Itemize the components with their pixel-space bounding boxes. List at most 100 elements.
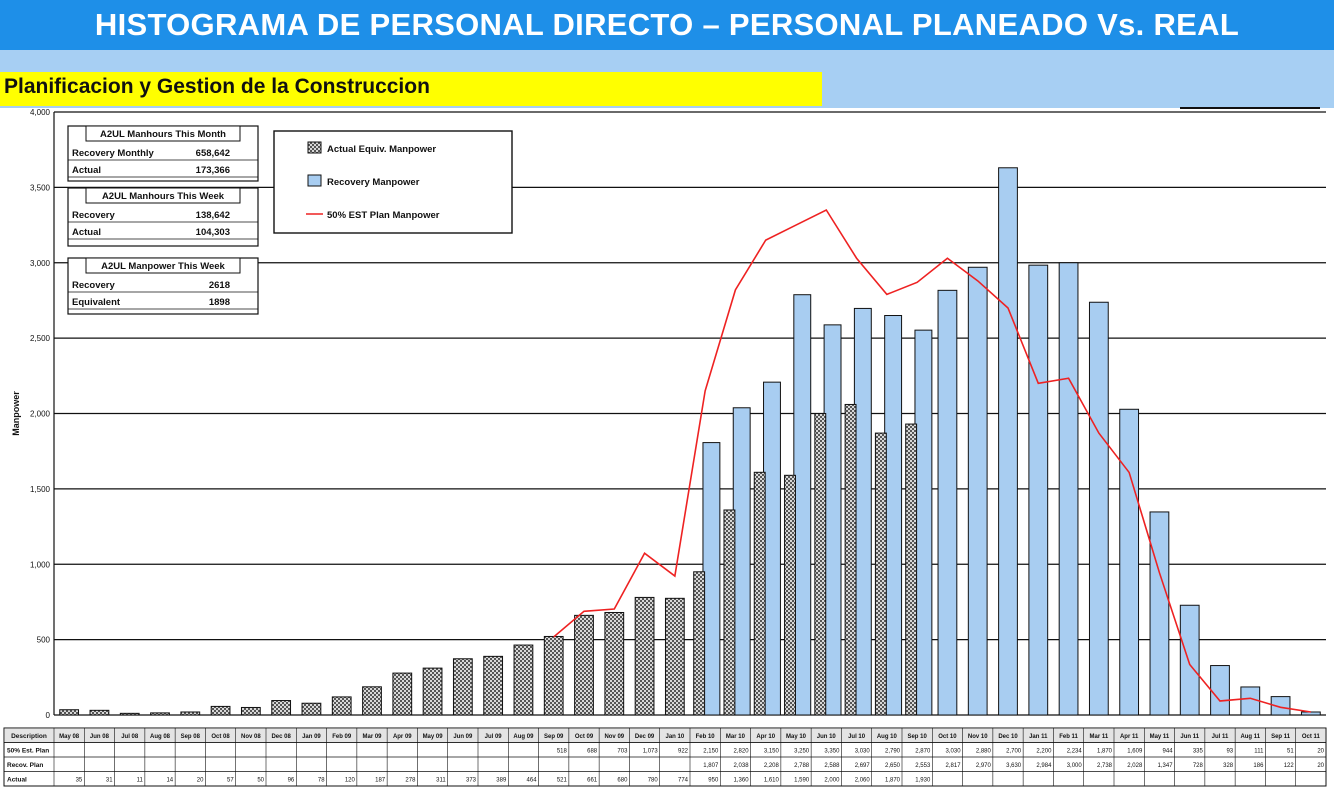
table-header-label: Description <box>11 733 47 740</box>
table-cell: 1,590 <box>794 778 810 784</box>
table-row-label: Actual <box>7 777 27 784</box>
recovery-bar <box>732 407 751 716</box>
info-box-title-frame <box>85 125 241 142</box>
table-cell: 2,788 <box>794 763 810 769</box>
table-cell: 20 <box>1317 763 1324 769</box>
info-box-title-frame <box>85 257 241 274</box>
x-tick-label: Feb 10 <box>696 734 716 740</box>
table-cell: 2,060 <box>855 778 871 784</box>
page-title: HISTOGRAMA DE PERSONAL DIRECTO – PERSONA… <box>94 7 1240 42</box>
recovery-bar <box>1088 301 1109 716</box>
info-box-value: 173,366 <box>196 165 230 176</box>
x-tick-label: Jan 11 <box>1029 734 1048 740</box>
x-tick-label: Nov 08 <box>241 734 261 740</box>
table-cell: 50 <box>257 778 264 784</box>
x-tick-label: May 10 <box>786 734 807 740</box>
actual-bar <box>240 706 261 716</box>
y-tick-label: 500 <box>37 636 51 645</box>
actual-bar <box>59 709 80 716</box>
table-cell: 111 <box>1254 749 1264 755</box>
x-tick-label: Apr 11 <box>1120 734 1139 740</box>
x-tick-label: Apr 09 <box>393 734 412 740</box>
x-tick-label: Aug 10 <box>877 734 898 740</box>
table-cell: 2,000 <box>824 778 840 784</box>
table-cell: 2,790 <box>885 749 901 755</box>
x-tick-label: May 11 <box>1150 734 1170 740</box>
actual-bar <box>905 423 918 716</box>
info-box-title: A2UL Manpower This Week <box>101 261 225 272</box>
x-tick-label: Jun 08 <box>90 734 110 740</box>
recovery-bar <box>702 442 721 716</box>
legend: Actual Equiv. Manpower Recovery Manpower 5… <box>273 130 513 234</box>
x-tick-label: Oct 10 <box>938 734 957 740</box>
table-cell: 2,738 <box>1097 763 1113 769</box>
actual-bar <box>844 403 857 716</box>
table-cell: 2,870 <box>915 749 931 755</box>
info-box-value: 658,642 <box>196 148 230 159</box>
table-cell: 1,930 <box>915 778 931 784</box>
info-box-title: A2UL Manhours This Week <box>102 191 225 202</box>
table-cell: 680 <box>617 778 628 784</box>
manpower-histogram: 0 500 1,000 1,500 2,000 2,500 3,000 3,500 4,000 M… <box>3 108 1327 787</box>
title-bar <box>0 0 1334 50</box>
info-box-label: Actual <box>72 165 101 176</box>
actual-bar <box>483 655 504 716</box>
table-cell: 20 <box>1317 749 1324 755</box>
x-tick-label: Dec 08 <box>271 734 291 740</box>
table-cell: 51 <box>1287 749 1294 755</box>
info-box-value: 104,303 <box>196 227 230 238</box>
x-tick-label: Jul 09 <box>485 734 503 740</box>
legend-entry: Recovery Manpower <box>327 177 420 188</box>
actual-bar <box>604 611 625 716</box>
table-cell: 186 <box>1253 763 1264 769</box>
actual-bar <box>119 712 140 716</box>
x-tick-label: Jun 09 <box>453 734 473 740</box>
x-tick-label: Aug 11 <box>1240 734 1260 740</box>
table-cell: 464 <box>527 778 538 784</box>
actual-bar <box>784 474 796 716</box>
recovery-bar <box>967 266 988 716</box>
actual-bar <box>150 712 170 716</box>
x-tick-label: Oct 08 <box>211 734 230 740</box>
actual-bar <box>543 635 564 716</box>
table-cell: 3,030 <box>855 749 871 755</box>
table-cell: 335 <box>1193 749 1204 755</box>
recovery-bar <box>1028 264 1049 716</box>
x-tick-label: Dec 09 <box>635 734 655 740</box>
recovery-bar <box>823 324 842 716</box>
x-tick-label: May 09 <box>423 734 444 740</box>
recovery-bar <box>853 307 872 716</box>
y-tick-label: 3,000 <box>30 259 51 268</box>
y-tick-label: 3,500 <box>30 183 51 192</box>
table-cell: 1,609 <box>1127 749 1143 755</box>
table-cell: 2,984 <box>1036 763 1052 769</box>
table-cell: 944 <box>1163 749 1174 755</box>
table-cell: 2,200 <box>1036 749 1052 755</box>
x-tick-label: Jan 10 <box>666 734 685 740</box>
table-cell: 78 <box>318 778 325 784</box>
actual-bar <box>392 672 413 716</box>
table-cell: 2,150 <box>703 749 719 755</box>
y-tick-label: 0 <box>46 711 51 720</box>
y-tick-label: 2,000 <box>30 410 51 419</box>
actual-bar <box>271 700 292 716</box>
recovery-bar <box>914 329 933 716</box>
x-tick-label: Oct 11 <box>1302 734 1321 740</box>
recovery-bar <box>1149 511 1170 716</box>
x-tick-label: Mar 10 <box>726 734 746 740</box>
table-cell: 703 <box>617 749 628 755</box>
recovery-bar <box>1300 711 1321 716</box>
info-box-value: 138,642 <box>196 210 230 221</box>
actual-bar <box>331 696 352 716</box>
x-tick-label: Feb 11 <box>1059 734 1078 740</box>
recovery-bar <box>1179 604 1200 716</box>
recovery-bar <box>998 167 1018 716</box>
x-tick-label: Nov 09 <box>604 734 624 740</box>
recovery-bar <box>1210 665 1230 716</box>
actual-bar <box>180 711 201 716</box>
actual-bar <box>362 686 382 716</box>
table-cell: 2,038 <box>734 763 750 769</box>
actual-bar <box>753 471 766 716</box>
x-tick-label: Jul 11 <box>1212 734 1229 740</box>
info-box: A2UL Manpower This Week Recovery 2618 Equiv… <box>67 257 259 315</box>
